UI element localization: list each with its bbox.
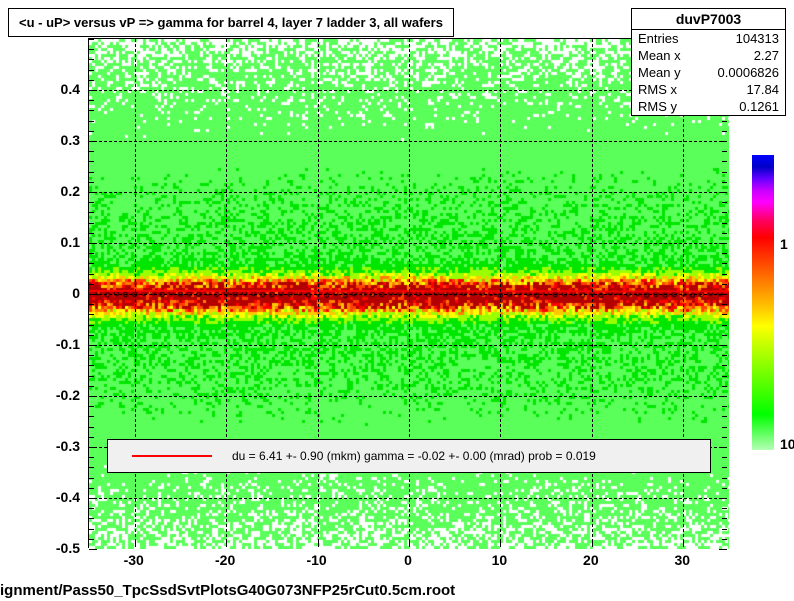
x-tick-label: 10 (492, 552, 508, 568)
y-tick-label: 0.4 (61, 81, 80, 97)
stats-val: 2.27 (754, 48, 779, 63)
x-tick-label: -20 (215, 552, 235, 568)
stats-val: 0.1261 (739, 99, 779, 114)
x-tick-label: 30 (674, 552, 690, 568)
color-bar: 110 (752, 155, 774, 450)
stats-row: Mean y 0.0006826 (632, 64, 785, 81)
stats-key: Mean y (638, 65, 681, 80)
y-tick-label: 0 (72, 285, 80, 301)
y-tick-label: -0.2 (56, 387, 80, 403)
plot-title: <u - uP> versus vP => gamma for barrel 4… (19, 15, 443, 30)
x-tick-label: -30 (124, 552, 144, 568)
x-tick-label: 20 (583, 552, 599, 568)
stats-key: Mean x (638, 48, 681, 63)
fit-line-swatch (132, 455, 212, 457)
footer-path: ignment/Pass50_TpcSsdSvtPlotsG40G073NFP2… (0, 582, 455, 599)
stats-key: RMS x (638, 82, 677, 97)
stats-row: Mean x 2.27 (632, 47, 785, 64)
fit-text: du = 6.41 +- 0.90 (mkm) gamma = -0.02 +-… (232, 449, 596, 463)
y-tick-label: 0.3 (61, 132, 80, 148)
stats-val: 104313 (736, 31, 779, 46)
stats-val: 17.84 (746, 82, 779, 97)
x-tick-label: 0 (404, 552, 412, 568)
y-tick-label: -0.4 (56, 489, 80, 505)
fit-legend-box: du = 6.41 +- 0.90 (mkm) gamma = -0.02 +-… (107, 439, 711, 473)
plot-title-box: <u - uP> versus vP => gamma for barrel 4… (8, 8, 454, 37)
y-tick-label: -0.3 (56, 438, 80, 454)
stats-row: RMS x 17.84 (632, 81, 785, 98)
x-axis: -30 -20 -10 0 10 20 30 (88, 548, 728, 573)
stats-title: duvP7003 (632, 9, 785, 30)
stats-val: 0.0006826 (718, 65, 779, 80)
x-tick-label: -10 (306, 552, 326, 568)
stats-row: RMS y 0.1261 (632, 98, 785, 115)
figure-container: <u - uP> versus vP => gamma for barrel 4… (0, 0, 794, 601)
y-tick-label: -0.5 (56, 540, 80, 556)
stats-box: duvP7003 Entries 104313 Mean x 2.27 Mean y 0.… (631, 8, 786, 116)
stats-key: RMS y (638, 99, 677, 114)
y-tick-label: 0.2 (61, 183, 80, 199)
stats-key: Entries (638, 31, 678, 46)
y-tick-label: -0.1 (56, 336, 80, 352)
colorbar-tick: 1 (780, 236, 788, 252)
y-axis: -0.5-0.4-0.3-0.2-0.100.10.20.30.4 (0, 38, 88, 548)
colorbar-tick: 10 (780, 436, 794, 452)
stats-row: Entries 104313 (632, 30, 785, 47)
y-tick-label: 0.1 (61, 234, 80, 250)
